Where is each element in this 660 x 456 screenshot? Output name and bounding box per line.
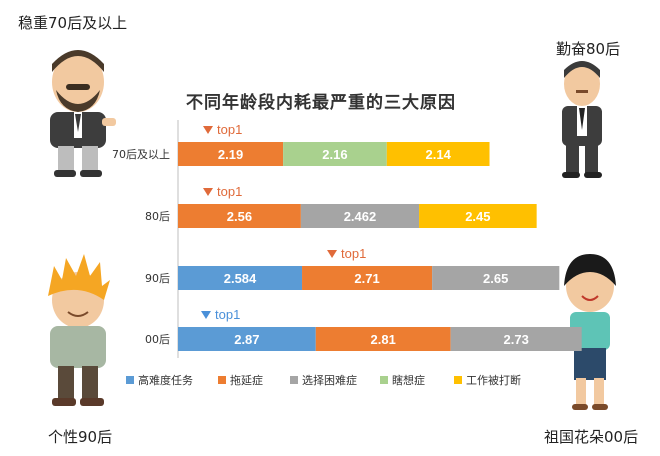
bar-segment bbox=[419, 204, 537, 228]
bar-segment bbox=[302, 266, 433, 290]
legend-swatch bbox=[218, 376, 226, 384]
category-label: 00后 bbox=[145, 333, 170, 346]
bar-value-label: 2.19 bbox=[218, 147, 243, 162]
label-70s: 稳重70后及以上 bbox=[18, 14, 128, 32]
legend-swatch bbox=[126, 376, 134, 384]
category-label: 90后 bbox=[145, 272, 170, 285]
top-marker-arrow bbox=[327, 250, 338, 258]
legend-label: 拖延症 bbox=[230, 373, 263, 387]
top-marker-arrow bbox=[203, 126, 213, 134]
bar-value-label: 2.87 bbox=[234, 332, 259, 347]
bar-segment bbox=[432, 266, 560, 290]
top-marker-label: top1 bbox=[217, 122, 242, 137]
bar-segment bbox=[178, 327, 316, 351]
bar-value-label: 2.16 bbox=[322, 147, 347, 162]
legend-swatch bbox=[380, 376, 388, 384]
bar-value-label: 2.462 bbox=[344, 209, 377, 224]
legend-swatch bbox=[290, 376, 298, 384]
bar-value-label: 2.45 bbox=[465, 209, 490, 224]
bar-value-label: 2.81 bbox=[371, 332, 396, 347]
top-marker-label: top1 bbox=[215, 307, 240, 322]
top-marker-label: top1 bbox=[341, 246, 366, 261]
bar-value-label: 2.71 bbox=[354, 271, 379, 286]
stacked-bar-chart: 70后及以上 2.19 2.16 2.14 top1 80后 2.56 2.462 2.45 to… bbox=[112, 120, 582, 387]
bar-segment bbox=[450, 327, 582, 351]
top-marker-label: top1 bbox=[217, 184, 242, 199]
bar-segment bbox=[178, 142, 284, 166]
label-00s: 祖国花朵00后 bbox=[544, 428, 639, 446]
bar-value-label: 2.584 bbox=[224, 271, 257, 286]
man-80s-illustration bbox=[562, 61, 602, 178]
legend-label: 瞎想症 bbox=[392, 373, 425, 387]
bar-value-label: 2.56 bbox=[227, 209, 252, 224]
legend-label: 工作被打断 bbox=[466, 373, 521, 387]
bar-segment bbox=[300, 204, 420, 228]
label-80s: 勤奋80后 bbox=[556, 40, 621, 58]
category-label: 70后及以上 bbox=[112, 148, 170, 161]
top-marker-arrow bbox=[201, 311, 211, 319]
label-90s: 个性90后 bbox=[48, 428, 113, 446]
legend-label: 选择困难症 bbox=[302, 373, 357, 387]
bar-segment bbox=[178, 204, 301, 228]
legend-label: 高难度任务 bbox=[138, 373, 193, 387]
bar-segment bbox=[283, 142, 387, 166]
bar-value-label: 2.65 bbox=[483, 271, 508, 286]
man-70s-illustration bbox=[50, 50, 116, 177]
man-90s-illustration bbox=[48, 254, 110, 406]
bar-segment bbox=[315, 327, 451, 351]
category-label: 80后 bbox=[145, 210, 170, 223]
top-marker-arrow bbox=[203, 188, 213, 196]
bar-segment bbox=[386, 142, 490, 166]
bar-value-label: 2.73 bbox=[504, 332, 529, 347]
bar-value-label: 2.14 bbox=[426, 147, 452, 162]
chart-title: 不同年龄段内耗最严重的三大原因 bbox=[186, 93, 456, 113]
legend-swatch bbox=[454, 376, 462, 384]
bar-segment bbox=[178, 266, 303, 290]
